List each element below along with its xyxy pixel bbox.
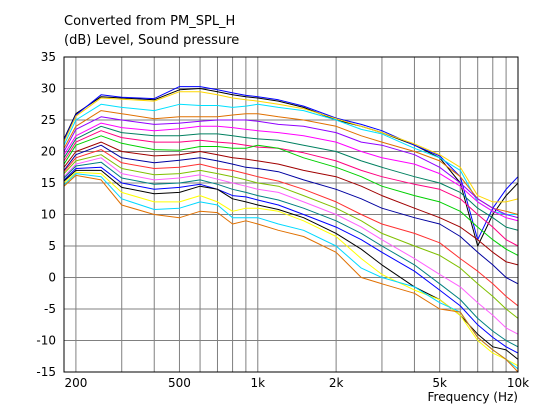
series-line-10 bbox=[64, 135, 518, 256]
series-line-19 bbox=[64, 171, 518, 367]
series-line-6 bbox=[64, 116, 518, 219]
chart-title: Converted from PM_SPL_H bbox=[64, 14, 235, 29]
series-line-4 bbox=[64, 103, 518, 215]
y-tick-label: 10 bbox=[41, 208, 56, 222]
series-line-16 bbox=[64, 161, 518, 348]
y-tick-label: 35 bbox=[41, 50, 56, 64]
series-line-5 bbox=[64, 110, 518, 215]
series-line-18 bbox=[64, 169, 518, 360]
series-line-3 bbox=[64, 91, 518, 203]
y-tick-label: 20 bbox=[41, 145, 56, 159]
y-tick-label: 30 bbox=[41, 82, 56, 96]
y-tick-label: 5 bbox=[48, 239, 56, 253]
y-axis-label: (dB) Level, Sound pressure bbox=[64, 33, 239, 48]
x-tick-labels: 200 500 1k 2k 5k 10k bbox=[64, 376, 529, 390]
x-tick-label: 2k bbox=[329, 376, 344, 390]
series-line-13 bbox=[64, 149, 518, 307]
y-tick-label: 0 bbox=[48, 271, 56, 285]
x-tick-label: 1k bbox=[250, 376, 265, 390]
series-line-2 bbox=[64, 86, 518, 241]
series-lines bbox=[64, 86, 518, 372]
y-tick-label: 15 bbox=[41, 176, 56, 190]
series-line-11 bbox=[64, 141, 518, 266]
x-tick-label: 10k bbox=[507, 376, 529, 390]
series-line-17 bbox=[64, 166, 518, 354]
x-axis-label: Frequency (Hz) bbox=[428, 390, 519, 404]
series-line-7 bbox=[64, 122, 518, 222]
plot-frame bbox=[63, 56, 519, 373]
series-line-12 bbox=[64, 144, 518, 285]
series-line-20 bbox=[64, 173, 518, 370]
x-tick-label: 5k bbox=[432, 376, 447, 390]
series-line-8 bbox=[64, 125, 518, 231]
series-line-15 bbox=[64, 157, 518, 335]
x-tick-label: 200 bbox=[64, 376, 87, 390]
series-line-14 bbox=[64, 154, 518, 319]
y-tick-labels: 35 30 25 20 15 10 5 0 -5 -10 -15 bbox=[36, 50, 56, 379]
y-tick-label: 25 bbox=[41, 113, 56, 127]
y-tick-label: -15 bbox=[36, 365, 56, 379]
series-line-9 bbox=[64, 130, 518, 247]
series-line-21 bbox=[64, 174, 518, 372]
x-tick-label: 500 bbox=[168, 376, 191, 390]
y-tick-label: -5 bbox=[44, 302, 56, 316]
y-tick-label: -10 bbox=[36, 334, 56, 348]
